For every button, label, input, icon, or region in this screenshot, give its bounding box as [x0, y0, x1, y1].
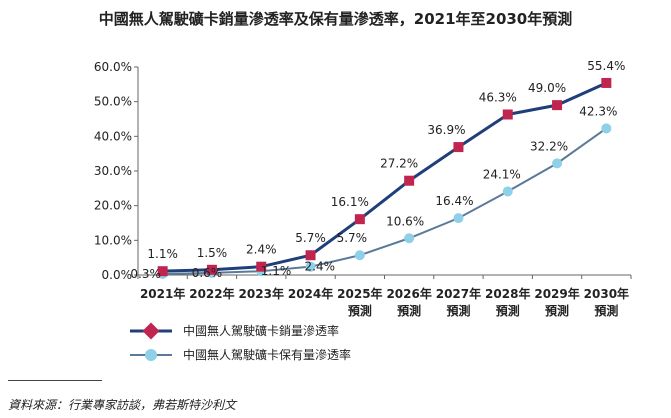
sales-penetration-point [404, 175, 415, 186]
y-tick-label: 60.0% [94, 60, 132, 74]
legend-ownership-label: 中國無人駕駛礦卡保有量滲透率 [183, 347, 351, 362]
sales-penetration-point [206, 264, 217, 275]
sales-data-label: 5.7% [295, 231, 326, 245]
chart-title: 中國無人駕駛礦卡銷量滲透率及保有量滲透率，2021年至2030年預測 [98, 10, 573, 28]
x-tick-label: 2023年 [239, 286, 284, 301]
ownership-penetration-point [502, 186, 513, 197]
ownership-data-label: 10.6% [386, 214, 424, 228]
ownership-data-label: 42.3% [579, 104, 617, 118]
ownership-penetration-point [601, 123, 612, 134]
ownership-data-label: 16.4% [435, 194, 473, 208]
sales-penetration-line [162, 81, 607, 273]
x-tick-label: 2026年 [386, 286, 431, 301]
x-tick-label: 2028年 [485, 286, 530, 301]
x-tick-label: 2024年 [288, 286, 333, 301]
x-tick-label: 預測 [594, 303, 618, 318]
y-tick-label: 30.0% [94, 164, 132, 178]
x-tick-label: 2025年 [337, 286, 382, 301]
ownership-data-label: 1.1% [261, 264, 292, 278]
x-tick-label: 2030年 [584, 286, 629, 301]
ownership-data-label: 0.6% [192, 266, 223, 280]
ownership-data-label: 2.4% [305, 260, 336, 274]
ownership-penetration-line [162, 127, 607, 275]
sales-penetration-point [256, 261, 267, 272]
sales-penetration-point [157, 266, 168, 277]
sales-data-label: 16.1% [331, 195, 369, 209]
legend-sales-label: 中國無人駕駛礦卡銷量滲透率 [183, 323, 339, 338]
sales-penetration-point [601, 77, 612, 88]
ownership-data-label: 0.3% [130, 267, 161, 281]
sales-data-label: 2.4% [246, 243, 277, 257]
y-tick-label: 20.0% [94, 199, 132, 213]
source-note: 資料來源：行業專家訪談，弗若斯特沙利文 [8, 398, 237, 412]
y-tick-label: 40.0% [94, 129, 132, 143]
x-tick-label: 2021年 [140, 286, 185, 301]
sales-penetration-point [305, 250, 316, 261]
ownership-data-label: 24.1% [483, 167, 521, 181]
ownership-penetration-point [552, 158, 563, 169]
sales-data-label: 27.2% [380, 157, 418, 171]
x-tick-label: 預測 [446, 303, 470, 318]
legend-sales-marker [142, 322, 160, 340]
sales-data-label: 1.1% [147, 247, 178, 261]
x-tick-label: 預測 [545, 303, 569, 318]
source-divider [8, 380, 102, 381]
sales-penetration-point [453, 142, 464, 153]
ownership-penetration-point [404, 233, 415, 244]
x-tick-label: 2029年 [534, 286, 579, 301]
ownership-penetration-point [453, 213, 464, 224]
ownership-data-label: 5.7% [337, 231, 368, 245]
sales-data-label: 49.0% [528, 81, 566, 95]
ownership-penetration-point [354, 250, 365, 261]
sales-data-label: 1.5% [197, 246, 228, 260]
line-chart: 0.0% 10.0% 20.0% 30.0% 40.0% 50.0% 60.0% 2021年 2… [94, 59, 632, 362]
x-tick-label: 預測 [348, 303, 372, 318]
x-tick-label: 2027年 [436, 286, 481, 301]
sales-penetration-point [354, 214, 365, 225]
sales-penetration-point [502, 109, 513, 120]
y-tick-label: 10.0% [94, 233, 132, 247]
x-tick-label: 預測 [496, 303, 520, 318]
sales-data-label: 46.3% [479, 90, 517, 104]
sales-penetration-point [552, 100, 563, 111]
ownership-data-label: 32.2% [530, 139, 568, 153]
x-tick-label: 2022年 [189, 286, 234, 301]
y-tick-label: 0.0% [102, 268, 133, 282]
sales-data-label: 55.4% [587, 59, 625, 73]
y-tick-label: 50.0% [94, 95, 132, 109]
x-tick-label: 預測 [397, 303, 421, 318]
ownership-penetration-point [305, 261, 316, 272]
legend-ownership-marker [145, 349, 157, 361]
sales-data-label: 36.9% [427, 123, 465, 137]
